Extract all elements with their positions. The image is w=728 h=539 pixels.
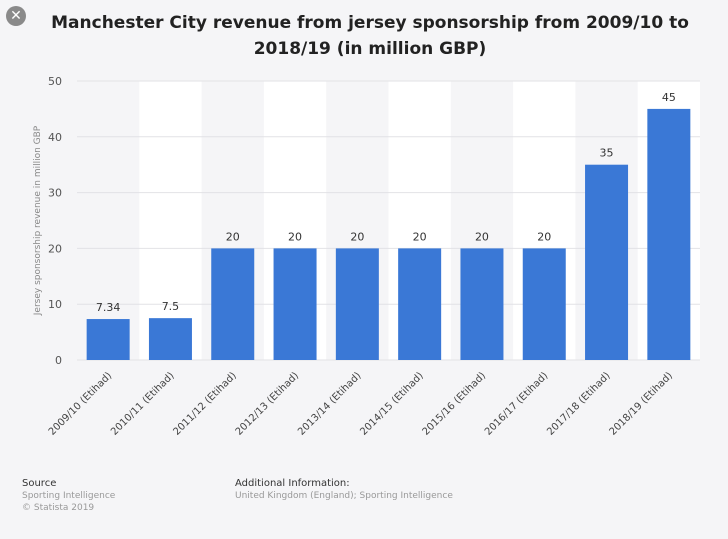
data-label: 20 <box>413 230 427 243</box>
y-tick-label: 40 <box>48 131 62 144</box>
bar-chart: 0 10 20 30 40 50 Jersey sponsorship revenue in… <box>33 75 700 438</box>
y-tick-label: 50 <box>48 75 62 88</box>
y-tick-label: 10 <box>48 298 62 311</box>
source-heading: Source <box>22 478 57 489</box>
x-tick-label: 2015/16 (Etihad) <box>421 370 488 437</box>
bar <box>398 248 442 360</box>
bar <box>522 248 566 360</box>
data-label: 20 <box>475 230 489 243</box>
x-tick-label: 2012/13 (Etihad) <box>234 370 301 437</box>
bar <box>86 319 130 360</box>
y-tick-label: 20 <box>48 242 62 255</box>
bar <box>148 318 192 360</box>
source-block: Source Sporting Intelligence © Statista … <box>22 478 115 514</box>
copyright: © Statista 2019 <box>22 503 95 513</box>
bar <box>273 248 317 360</box>
y-tick-label: 0 <box>55 354 62 367</box>
bar <box>647 108 691 361</box>
data-label: 20 <box>288 230 302 243</box>
data-label: 7.5 <box>162 300 180 313</box>
x-tick-label: 2011/12 (Etihad) <box>171 370 238 437</box>
data-label: 20 <box>226 230 240 243</box>
x-tick-label: 2016/17 (Etihad) <box>483 370 550 437</box>
bar <box>460 248 504 360</box>
close-icon[interactable]: ✕ <box>6 6 26 26</box>
data-label: 7.34 <box>96 301 121 314</box>
additional-info-block: Additional Information: United Kingdom (… <box>235 478 453 502</box>
x-tick-label: 2017/18 (Etihad) <box>545 370 612 437</box>
source-line: Sporting Intelligence <box>22 491 116 501</box>
column-band <box>139 81 202 360</box>
y-tick-label: 30 <box>48 187 62 200</box>
y-axis-label: Jersey sponsorship revenue in million GB… <box>33 125 43 316</box>
bar <box>211 248 255 360</box>
data-label: 20 <box>350 230 364 243</box>
data-label: 35 <box>600 147 614 160</box>
bar <box>585 164 629 360</box>
data-label: 20 <box>537 230 551 243</box>
info-text: United Kingdom (England); Sporting Intel… <box>235 491 453 501</box>
x-tick-label: 2010/11 (Etihad) <box>109 370 176 437</box>
x-tick-label: 2018/19 (Etihad) <box>608 370 675 437</box>
chart-title: Manchester City revenue from jersey spon… <box>51 13 689 59</box>
data-label: 45 <box>662 91 676 104</box>
x-tick-label: 2009/10 (Etihad) <box>47 370 114 437</box>
info-heading: Additional Information: <box>235 478 350 489</box>
bar <box>335 248 379 360</box>
x-tick-label: 2013/14 (Etihad) <box>296 370 363 437</box>
x-tick-label: 2014/15 (Etihad) <box>358 370 425 437</box>
